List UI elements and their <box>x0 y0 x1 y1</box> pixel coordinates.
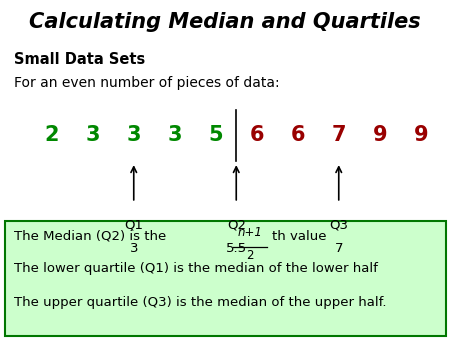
Text: n+1: n+1 <box>237 226 262 239</box>
Text: 3: 3 <box>86 125 100 145</box>
Text: 7: 7 <box>332 125 346 145</box>
Text: 6: 6 <box>249 125 264 145</box>
Text: 7: 7 <box>334 242 343 255</box>
Text: 5: 5 <box>208 125 223 145</box>
Text: 9: 9 <box>414 125 428 145</box>
Text: Small Data Sets: Small Data Sets <box>14 52 145 67</box>
Text: th value: th value <box>272 230 327 243</box>
Text: Q2: Q2 <box>227 218 246 231</box>
Text: 3: 3 <box>126 125 141 145</box>
Text: Calculating Median and Quartiles: Calculating Median and Quartiles <box>29 12 421 32</box>
Text: 5.5: 5.5 <box>226 242 247 255</box>
Text: For an even number of pieces of data:: For an even number of pieces of data: <box>14 76 279 90</box>
Text: The lower quartile (Q1) is the median of the lower half: The lower quartile (Q1) is the median of… <box>14 262 378 275</box>
Text: Q3: Q3 <box>329 218 348 231</box>
Text: 3: 3 <box>130 242 138 255</box>
Text: 2: 2 <box>246 249 253 262</box>
Text: 2: 2 <box>45 125 59 145</box>
Text: Q1: Q1 <box>124 218 143 231</box>
Text: 6: 6 <box>291 125 305 145</box>
Text: 3: 3 <box>167 125 182 145</box>
Text: The upper quartile (Q3) is the median of the upper half.: The upper quartile (Q3) is the median of… <box>14 296 386 309</box>
Text: 9: 9 <box>373 125 387 145</box>
Text: The Median (Q2) is the: The Median (Q2) is the <box>14 230 166 243</box>
